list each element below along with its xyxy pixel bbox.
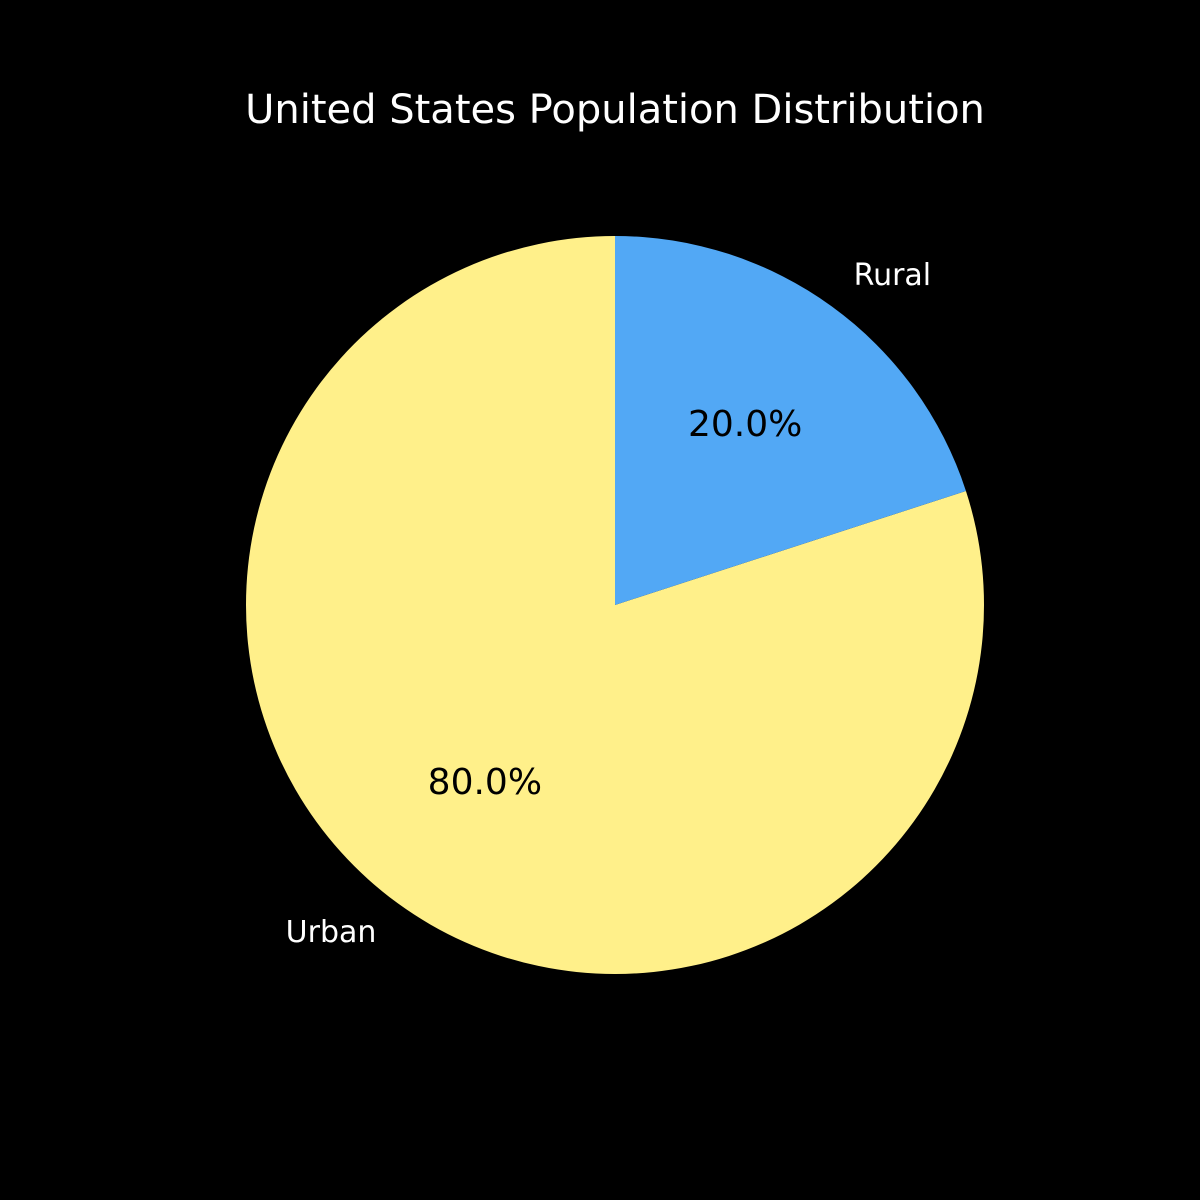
- pie-slice: [615, 236, 966, 605]
- slice-label: Rural: [854, 258, 932, 293]
- slice-label: Urban: [286, 915, 377, 950]
- pie-slice: [246, 236, 985, 975]
- value-label: 20.0%: [688, 404, 802, 445]
- chart-title: United States Population Distribution: [245, 87, 985, 133]
- value-label: 80.0%: [428, 762, 542, 803]
